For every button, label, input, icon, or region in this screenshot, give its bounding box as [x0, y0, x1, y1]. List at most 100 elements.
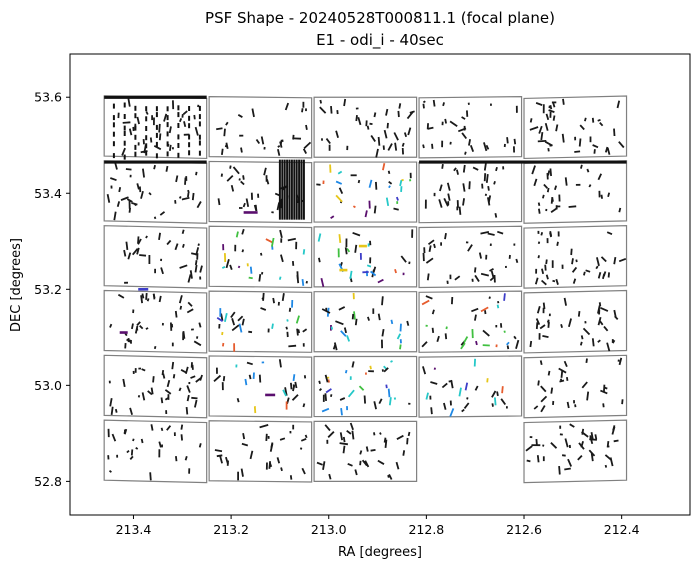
- psf-segment: [216, 127, 223, 131]
- psf-segment: [551, 197, 554, 202]
- psf-segment: [343, 98, 347, 107]
- psf-segment: [125, 241, 129, 251]
- psf-segment: [333, 342, 338, 351]
- psf-segment: [145, 111, 149, 115]
- psf-segment: [533, 405, 539, 410]
- psf-segment: [535, 318, 541, 325]
- psf-segment: [174, 310, 178, 318]
- psf-segment: [377, 136, 381, 146]
- psf-segment: [302, 148, 307, 155]
- psf-segment: [183, 121, 187, 128]
- psf-segment: [483, 163, 487, 171]
- psf-segment: [158, 295, 162, 303]
- psf-segment: [186, 308, 194, 314]
- psf-segment: [544, 122, 549, 131]
- psf-segment: [160, 267, 164, 275]
- psf-segment: [221, 265, 226, 269]
- psf-segment: [534, 277, 539, 285]
- psf-segment: [241, 442, 249, 447]
- psf-segment: [262, 292, 265, 301]
- ota-panel: [523, 289, 628, 354]
- psf-segment: [593, 149, 596, 154]
- psf-segment: [276, 457, 281, 464]
- psf-segment: [544, 264, 547, 271]
- psf-segment: [549, 168, 552, 177]
- psf-segment: [370, 135, 376, 142]
- psf-segment: [382, 163, 386, 171]
- psf-segment: [196, 201, 202, 209]
- ota-panel: [523, 160, 628, 224]
- psf-segment: [322, 461, 326, 470]
- psf-segment: [317, 233, 322, 242]
- psf-segment: [137, 395, 141, 398]
- psf-segment: [375, 148, 379, 158]
- psf-segment: [288, 307, 292, 312]
- psf-segment: [546, 187, 550, 193]
- psf-segment: [566, 401, 570, 409]
- psf-segment: [320, 277, 325, 288]
- psf-segment: [178, 118, 183, 123]
- psf-segment: [276, 202, 280, 211]
- psf-segment: [463, 336, 469, 344]
- psf-segment: [574, 150, 581, 153]
- psf-segment: [547, 147, 550, 152]
- psf-segment: [324, 424, 331, 432]
- psf-segment: [149, 472, 152, 481]
- psf-segment: [238, 178, 241, 181]
- psf-segment: [592, 144, 599, 149]
- psf-segment: [474, 385, 479, 391]
- psf-segment: [302, 403, 306, 408]
- psf-segment: [602, 403, 605, 408]
- psf-segment: [367, 316, 370, 321]
- psf-segment: [488, 296, 491, 299]
- psf-segment: [126, 338, 132, 344]
- psf-segment: [279, 229, 283, 239]
- psf-segment: [594, 434, 598, 440]
- psf-segment: [284, 387, 288, 396]
- psf-segment: [600, 194, 603, 199]
- psf-segment: [616, 100, 621, 109]
- psf-segment: [563, 360, 568, 368]
- psf-segment: [289, 475, 293, 480]
- psf-segment: [598, 302, 602, 307]
- psf-segment: [603, 325, 609, 332]
- psf-segment: [543, 183, 549, 189]
- psf-segment: [111, 433, 117, 442]
- ota-panel: [418, 96, 523, 159]
- ota-panel: [523, 419, 628, 484]
- psf-segment: [537, 241, 541, 245]
- psf-segment: [354, 318, 358, 326]
- psf-segment: [280, 467, 283, 472]
- psf-segment: [554, 185, 558, 191]
- psf-segment: [185, 366, 189, 374]
- psf-segment: [248, 276, 253, 280]
- psf-segment: [241, 318, 245, 326]
- psf-segment: [244, 378, 248, 386]
- psf-segment: [383, 437, 387, 443]
- psf-segment: [146, 298, 150, 302]
- psf-segment: [381, 328, 385, 337]
- ota-panel: [418, 160, 523, 224]
- psf-segment: [399, 179, 403, 187]
- psf-segment: [216, 317, 224, 323]
- psf-segment: [187, 192, 190, 198]
- psf-segment: [480, 231, 490, 235]
- psf-segment: [277, 145, 281, 148]
- psf-segment: [550, 387, 554, 394]
- psf-segment: [546, 320, 550, 325]
- psf-segment: [278, 359, 282, 368]
- psf-segment: [118, 187, 122, 193]
- psf-segment: [259, 424, 269, 429]
- psf-segment: [377, 459, 385, 465]
- psf-segment: [354, 469, 358, 476]
- psf-segment: [443, 402, 447, 410]
- psf-segment: [164, 397, 169, 401]
- psf-segment: [604, 146, 609, 153]
- psf-segment: [395, 196, 399, 201]
- psf-segment: [197, 104, 200, 108]
- psf-segment: [136, 321, 141, 327]
- psf-segment: [122, 378, 126, 388]
- psf-segment: [301, 467, 306, 475]
- psf-segment: [542, 194, 545, 199]
- psf-segment: [613, 128, 616, 137]
